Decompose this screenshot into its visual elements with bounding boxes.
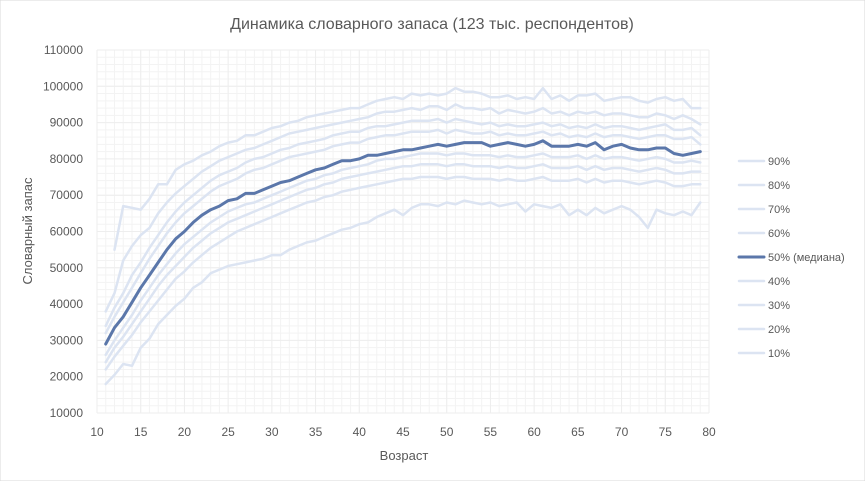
x-axis-label: Возраст [380, 448, 429, 463]
legend-label: 70% [768, 204, 790, 216]
x-tick-label: 45 [396, 425, 410, 439]
x-tick-label: 20 [178, 425, 192, 439]
legend-label: 40% [768, 276, 790, 288]
legend-label: 10% [768, 348, 790, 360]
x-tick-label: 15 [134, 425, 148, 439]
legend: 90% 80% 70% 60% 50% (медиана) 40% 30% 20% 10% [737, 156, 845, 360]
x-tick-label: 40 [353, 425, 367, 439]
x-tick-label: 30 [265, 425, 279, 439]
y-tick-label: 10000 [50, 406, 84, 420]
series-line-70pct [104, 117, 702, 328]
y-tick-label: 50000 [50, 261, 84, 275]
y-tick-label: 30000 [50, 333, 84, 347]
x-axis-tick-labels: 10 15 20 25 30 35 40 45 50 55 60 65 70 75 80 [90, 425, 716, 439]
x-tick-label: 35 [309, 425, 323, 439]
chart-title: Динамика словарного запаса (123 тыс. рес… [230, 16, 634, 33]
series-lines [104, 86, 702, 386]
x-tick-label: 60 [527, 425, 541, 439]
legend-label: 60% [768, 228, 790, 240]
y-axis-label: Словарный запас [20, 177, 35, 284]
y-tick-label: 110000 [44, 43, 83, 57]
y-tick-label: 60000 [50, 225, 84, 239]
legend-label: 50% (медиана) [768, 252, 845, 264]
x-tick-label: 50 [440, 425, 454, 439]
x-tick-label: 70 [615, 425, 629, 439]
legend-label: 30% [768, 300, 790, 312]
series-line-40pct [104, 152, 702, 357]
series-line-20pct [104, 175, 702, 371]
x-tick-label: 10 [90, 425, 104, 439]
x-tick-label: 75 [659, 425, 673, 439]
x-tick-label: 65 [571, 425, 585, 439]
y-tick-label: 80000 [50, 152, 84, 166]
legend-label: 90% [768, 156, 790, 168]
series-line-10pct [104, 199, 702, 386]
series-line-60pct [104, 128, 702, 335]
legend-label: 80% [768, 180, 790, 192]
x-tick-label: 55 [484, 425, 498, 439]
x-tick-label: 80 [702, 425, 716, 439]
y-tick-label: 90000 [50, 116, 84, 130]
y-tick-label: 20000 [50, 370, 84, 384]
y-tick-label: 70000 [50, 188, 84, 202]
series-line-80pct [104, 103, 702, 313]
series-line-median [104, 139, 702, 346]
series-line-30pct [104, 163, 702, 364]
x-tick-label: 25 [221, 425, 235, 439]
y-axis-tick-labels: 10000 20000 30000 40000 50000 60000 70000 80000… [43, 43, 83, 420]
legend-label: 20% [768, 324, 790, 336]
y-tick-label: 100000 [43, 79, 83, 93]
series-line-90pct [113, 86, 702, 251]
y-tick-label: 40000 [50, 297, 84, 311]
